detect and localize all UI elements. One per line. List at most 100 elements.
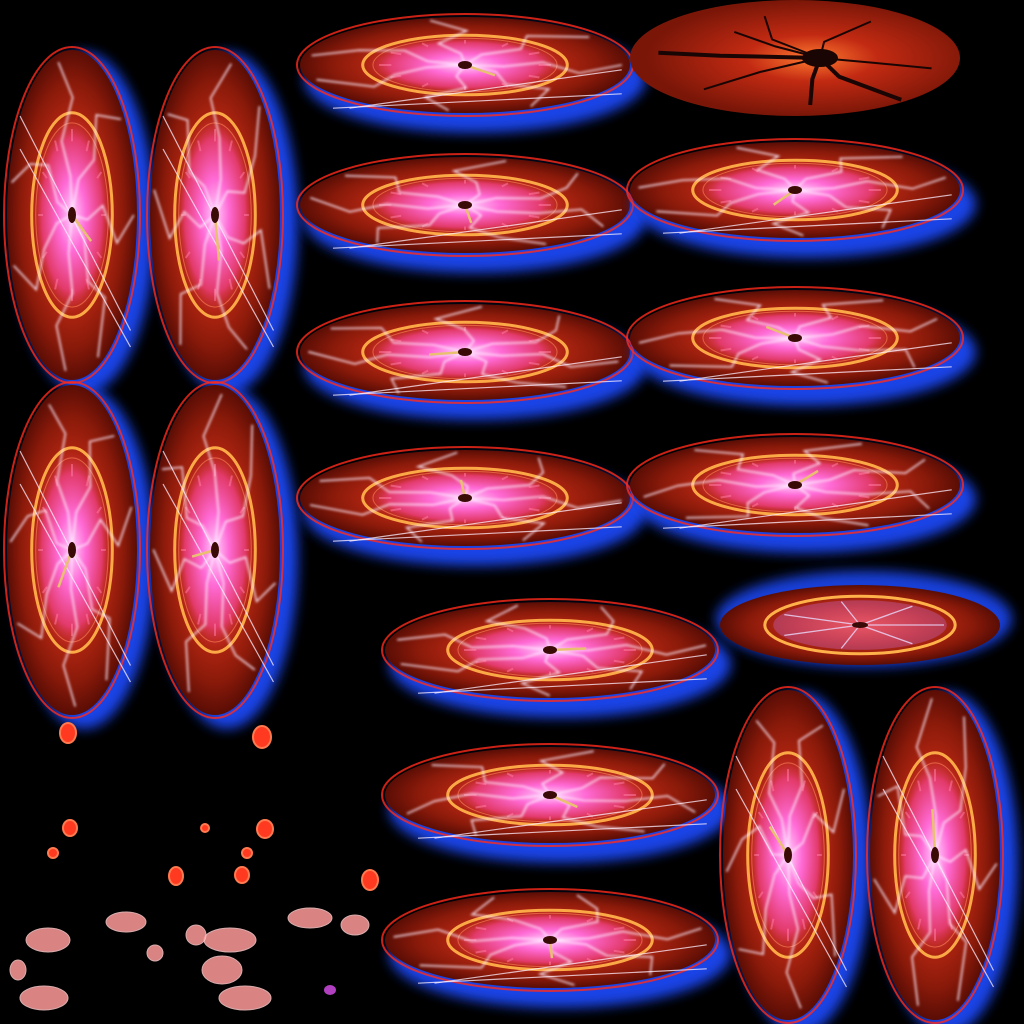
light-streak (882, 788, 995, 988)
lightning-cracks (311, 19, 622, 112)
clock-ring (30, 446, 114, 654)
light-streak (434, 799, 707, 839)
glass-shard (105, 911, 147, 933)
glass-shard (203, 927, 257, 953)
red-rim (626, 433, 964, 537)
light-streak (19, 483, 132, 683)
light-streak (679, 342, 952, 382)
horizontal-frame-10 (381, 888, 731, 1008)
ember-particle (47, 847, 59, 859)
lightning-cracks (638, 298, 938, 384)
clock-hub (543, 646, 557, 654)
glass-shard (146, 944, 164, 962)
clock-ring (173, 111, 257, 319)
horizontal-frame-5 (626, 286, 976, 406)
light-streak (349, 209, 622, 249)
clock-ring (446, 618, 654, 682)
frames-layer (3, 0, 1018, 1024)
light-streak (434, 944, 707, 984)
ember-particle (200, 823, 210, 833)
clock-hub (211, 542, 219, 558)
horizontal-frame-9 (381, 743, 731, 863)
horizontal-frame-4 (296, 300, 646, 420)
clock-ticks (38, 464, 106, 636)
crack-center (802, 49, 838, 67)
ember-particle (234, 866, 250, 884)
lightning-cracks (153, 63, 271, 350)
glass-shard (185, 924, 207, 946)
lightning-cracks (11, 61, 135, 372)
clock-hub (784, 847, 792, 863)
lightning-crack (840, 601, 861, 626)
clock-ticks (709, 165, 881, 215)
vertical-frame-1 (3, 46, 155, 394)
light-streak (735, 755, 848, 971)
light-streak (434, 654, 707, 694)
clock-ring (746, 751, 830, 959)
light-streak (19, 148, 132, 348)
clock-hub (543, 791, 557, 799)
horizontal-frame-8 (381, 598, 731, 718)
vertical-frame-3 (3, 381, 155, 729)
inner-ring (35, 122, 109, 308)
red-rim (3, 381, 141, 719)
red-rim (626, 286, 964, 390)
ember-particle (252, 725, 272, 749)
glass-shard (9, 959, 27, 981)
horizontal-frame-3 (626, 138, 976, 258)
clock-ticks (379, 40, 551, 90)
light-streak (882, 755, 995, 971)
clock-hub (788, 334, 802, 342)
lightning-crack (859, 605, 913, 626)
clock-hub (211, 207, 219, 223)
light-streak (332, 233, 622, 249)
clock-ring (691, 453, 899, 517)
flat-disc (716, 571, 1012, 667)
lightning-cracks (725, 719, 845, 1009)
glass-shard (218, 985, 272, 1011)
clock-ticks (379, 327, 551, 377)
red-rim (296, 153, 634, 257)
clock-ring (173, 446, 257, 654)
inner-ring (178, 122, 252, 308)
light-streak (349, 356, 622, 396)
clock-hub (543, 936, 557, 944)
lightning-crack (840, 624, 861, 649)
clock-hub (788, 186, 802, 194)
clock-ticks (464, 625, 636, 675)
debris-layer (9, 722, 379, 1011)
light-streak (349, 502, 622, 542)
ember-particle (241, 847, 253, 859)
clock-ticks (709, 460, 881, 510)
purple-shard (324, 985, 336, 995)
clock-ticks (379, 473, 551, 523)
red-rim (146, 381, 284, 719)
clock-hub (68, 207, 76, 223)
ember-particle (361, 869, 379, 891)
vertical-frame-2 (146, 46, 298, 394)
horizontal-frame-1 (296, 13, 646, 133)
red-rim (866, 686, 1004, 1024)
red-rim (381, 888, 719, 992)
clock-ring (361, 173, 569, 237)
clock-hub (458, 61, 472, 69)
clock-ring (691, 158, 899, 222)
clock-ring (691, 306, 899, 370)
light-streak (162, 483, 275, 683)
light-streak (349, 69, 622, 109)
lightning-cracks (308, 305, 619, 394)
horizontal-frame-2 (296, 153, 646, 273)
clock-ring (893, 751, 977, 959)
light-streak (332, 526, 622, 542)
light-streak (162, 450, 275, 666)
light-streak (417, 678, 707, 694)
light-streak (735, 788, 848, 988)
horizontal-frame-7 (626, 433, 976, 553)
inner-ring (898, 762, 972, 948)
horizontal-frame-6 (296, 446, 646, 566)
lightning-cracks (152, 393, 276, 693)
clock-ring (763, 594, 957, 656)
inner-ring (178, 457, 252, 643)
ember-particle (256, 819, 274, 839)
